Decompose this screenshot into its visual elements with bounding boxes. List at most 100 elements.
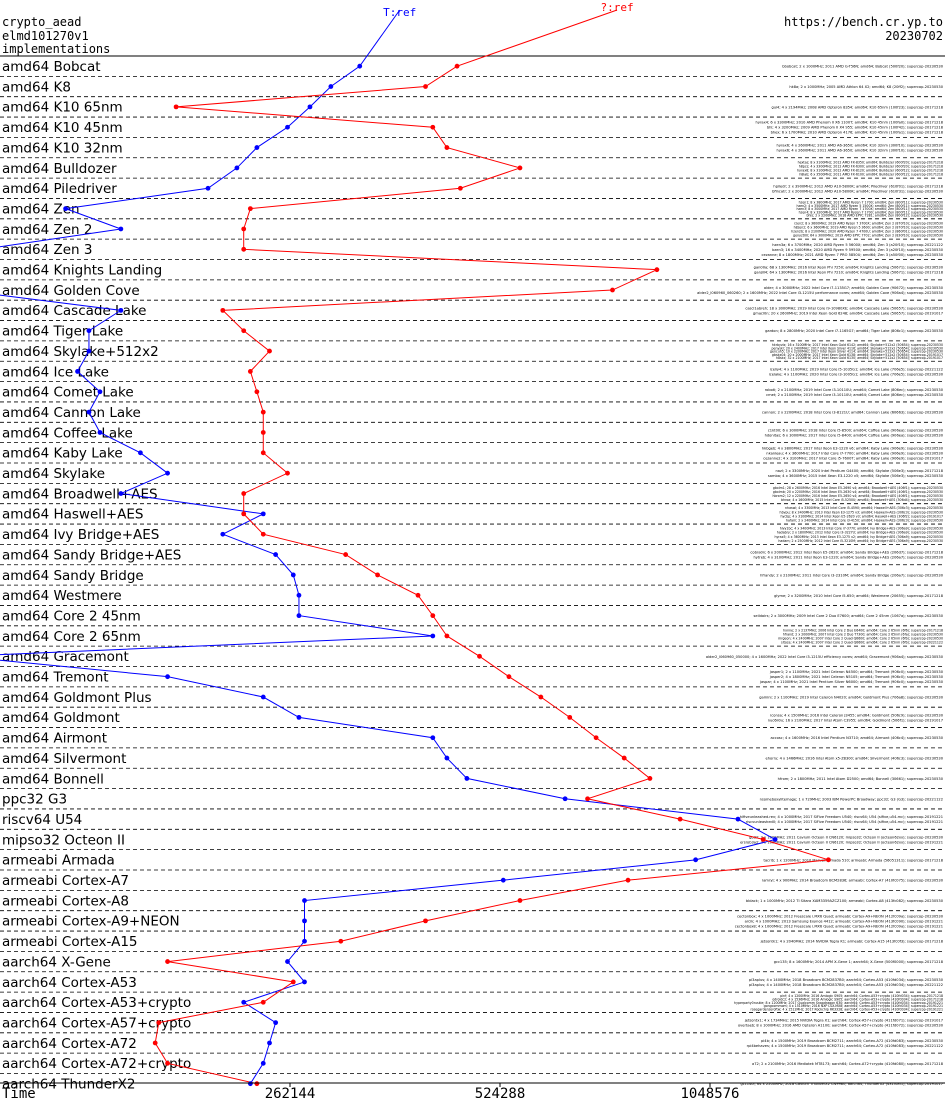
header-title: crypto_aead: [2, 15, 81, 29]
category-label: amd64 Westmere: [2, 588, 122, 604]
data-point-q-ref: [165, 959, 170, 964]
data-point-T-ref: [500, 877, 506, 883]
category-row: armeabi Cortex-A15 jetsontk1; 4 x 2040MHz…: [0, 934, 945, 952]
category-row: amd64 Piledriver hpiledr; 2 x 3900MHz; 20…: [0, 181, 945, 199]
header-site: https://bench.cr.yp.to: [784, 15, 943, 29]
category-label: armeabi Cortex-A9+NEON: [2, 914, 180, 930]
category-label: amd64 K8: [2, 79, 71, 95]
category-label: amd64 Bobcat: [2, 59, 101, 75]
data-point-T-ref: [260, 1060, 266, 1066]
data-point-q-ref: [647, 776, 653, 781]
data-point-T-ref: [254, 145, 260, 150]
machine-detail: pinf; 4 x 1200MHz; 2016 Amlogic S905; aa…: [780, 994, 943, 998]
machine-detail: iconsa; 4 x 1500MHz; 2016 Intel Celeron …: [770, 713, 943, 717]
data-point-T-ref: [296, 613, 302, 619]
machine-detail: gardon; 8 x 2800MHz; 2020 Intel Core i7-…: [765, 329, 944, 333]
machine-detail: pi3aplus; 4 x 1400MHz; 2018 Broadcom BCM…: [749, 983, 943, 987]
data-point-T-ref: [735, 816, 741, 822]
category-row: aarch64 Cortex-A53 pi3aplus; 4 x 1400MHz;…: [0, 975, 945, 993]
machine-detail: cmet; 2 x 2100MHz; 2019 Intel Core i3-10…: [766, 393, 944, 397]
machine-detail: alder2_l060960_050000; 4 x 1600MHz; 2022…: [706, 655, 944, 659]
category-label: ppc32 G3: [2, 792, 67, 808]
data-point-q-ref: [593, 735, 599, 741]
category-label: armeabi Armada: [2, 853, 115, 869]
header-date: 20230702: [885, 29, 943, 43]
data-point-q-ref: [567, 714, 573, 720]
machine-detail: cezanne2; 4 x 3100MHz; 2017 Intel Core i…: [763, 456, 943, 460]
category-label: amd64 Piledriver: [2, 181, 117, 197]
machine-detail: ganjill4; 64 x 1300MHz; 2016 Intel Xeon …: [754, 271, 944, 275]
category-row: amd64 Airmont accosc; 4 x 1600MHz; 2016 I…: [0, 731, 945, 749]
machine-detail: jasper1; 2 x 1100MHz; 2021 Intel Celeron…: [769, 670, 944, 674]
machine-detail: arcik; 4 x 1000MHz; 2013 Samsung Exynos …: [745, 919, 943, 923]
machine-detail: hzen2; 4 x 3500MHz; 2017 AMD Ryzen 5 150…: [796, 204, 943, 208]
machine-detail: cectonbox; 4 x 1000MHz; 2012 Freescale i…: [737, 914, 944, 918]
data-point-T-ref: [296, 714, 302, 720]
category-row: amd64 Tiger Lake gardon; 8 x 2800MHz; 202…: [0, 324, 945, 342]
machine-detail: hfrand; 2 x 2000MHz; 2007 Intel Core 2 D…: [783, 632, 943, 636]
machine-detail: hbrxm2; 12 x 2200MHz; 2016 Intel Xeon E5…: [773, 494, 944, 498]
machine-detail: ersrob3a2; 2 x 1000MHz; 2011 Cavium Octe…: [740, 840, 943, 844]
category-row: amd64 Golden Cove alder; 4 x 3000MHz; 202…: [0, 283, 945, 301]
data-point-q-ref: [241, 491, 247, 496]
category-label: amd64 Silvermont: [2, 751, 126, 767]
category-label: amd64 Zen 3: [2, 242, 92, 258]
category-label: riscv64 U54: [2, 812, 82, 828]
machine-detail: bblack; 1 x 1000MHz; 2012 TI Sitara XAM3…: [746, 899, 944, 903]
machine-detail: gbskx04; 20 x 2000MHz; 2017 Intel Xeon G…: [772, 353, 943, 357]
machine-detail: sltoca; 4 x 2400MHz; 2007 Intel Core 2 Q…: [781, 641, 943, 645]
x-axis-ticks: 262144 524288 1048576: [265, 1083, 740, 1102]
data-point-q-ref: [260, 999, 266, 1005]
machine-detail: gb32; 2 x 1000MHz; 2011 Cavium Octeon II…: [749, 835, 944, 839]
machine-detail: bhls; 2 x 2200MHz; 2018 AMD EPYC 7281; a…: [807, 214, 943, 218]
category-row: amd64 Bulldozer hextas; 8 x 3100MHz; 2012…: [0, 160, 945, 179]
machine-detail: gbxlmb; 20 x 2200MHz; 2016 Intel Xeon E5…: [773, 490, 943, 494]
machine-detail: mrgeon; 4 x 2400MHz; 2007 Intel Core 2 Q…: [778, 637, 943, 641]
machine-detail: jetsontx1; 4 x 1734MHz; 2015 NVIDIA Tegr…: [744, 1019, 943, 1023]
category-label: amd64 K10 32nm: [2, 140, 123, 156]
machine-detail: gan00a; 68 x 1300MHz; 2016 Intel Xeon Ph…: [754, 266, 944, 270]
machine-detail: hkbgeb; 4 x 3800MHz; 2017 Intel Xeon E3-…: [762, 446, 944, 450]
category-label: armeabi Cortex-A7: [2, 873, 129, 889]
machine-detail: hyperparty0ruskie; 8 x 1200MHz; 2017 Qua…: [734, 1001, 943, 1005]
series-label-q-ref: ?:ref: [600, 1, 633, 14]
machine-detail: hfrom; 2 x 1800MHz; 2011 Intel Atom D250…: [778, 777, 944, 781]
data-point-T-ref: [285, 124, 290, 130]
data-point-q-ref: [343, 552, 349, 557]
data-point-q-ref: [241, 226, 247, 232]
data-point-T-ref: [247, 1081, 253, 1087]
category-row: armeabi Cortex-A7 lamryl; 4 x 900MHz; 201…: [0, 873, 945, 891]
data-point-T-ref: [118, 307, 124, 313]
data-point-q-ref: [621, 755, 627, 761]
data-point-T-ref: [241, 999, 247, 1005]
category-row: armeabi Cortex-A9+NEON cectonbox; 4 x 100…: [0, 914, 945, 932]
machine-detail: bhroa; 4 x 1600MHz; 2015 Intel Core i5-5…: [781, 498, 943, 502]
category-label: aarch64 Cortex-A53+crypto: [2, 995, 191, 1011]
machine-detail: bfincatr; 2 x 2000MHz; 2012 AMD A10-5800…: [772, 189, 944, 193]
data-point-q-ref: [247, 369, 253, 374]
data-point-T-ref: [430, 735, 436, 741]
machine-detail: gui4; 4 x 2194MHz; 2008 AMD Opteron 8354…: [771, 105, 943, 109]
machine-detail: bzen3; 16 x 3400MHz; 2020 AMD Ryzen 9 59…: [772, 248, 944, 252]
data-point-q-ref: [477, 653, 482, 659]
category-label: amd64 Skylake: [2, 466, 105, 482]
data-point-q-ref: [254, 389, 260, 395]
data-point-T-ref: [165, 674, 170, 680]
category-label: amd64 Kaby Lake: [2, 446, 123, 462]
machine-detail: alder; 4 x 3000MHz; 2022 Intel Core i7-1…: [764, 286, 944, 290]
category-row: amd64 K10 65nm gui4; 4 x 2194MHz; 2008 AM…: [0, 100, 945, 118]
category-row: amd64 Sandy Bridge hfrandy; 2 x 2100MHz; …: [0, 568, 945, 586]
machine-detail: hycbp; 4 x 3100MHz; 2014 Intel Xeon E5-2…: [780, 514, 943, 518]
header-subtitle: implementations: [2, 42, 110, 56]
category-row: amd64 K10 32nm hyrax6; 4 x 2600MHz; 2011 …: [0, 140, 945, 159]
category-label: aarch64 Cortex-A57+crypto: [2, 1015, 191, 1031]
category-row: aarch64 Cortex-A72 pi4b; 4 x 1500MHz; 201…: [0, 1036, 945, 1054]
machine-detail: jetsontk1; 4 x 2040MHz; 2014 NVIDIA Tegr…: [760, 940, 944, 944]
category-label: amd64 Bonnell: [2, 771, 104, 787]
machine-detail: rpi4behaves; 4 x 1500MHz; 2019 Broadcom …: [747, 1044, 943, 1048]
machine-detail: hextas; 8 x 3100MHz; 2012 AMD FX-8350; a…: [798, 160, 943, 164]
category-row: amd64 Ivy Bridge+AES hivy1bc; 4 x 3400MHz…: [0, 527, 945, 545]
data-point-q-ref: [285, 470, 290, 476]
category-row: amd64 Zen hzen1; 8 x 3800MHz; 2017 AMD Ry…: [0, 201, 945, 220]
machine-detail: hxnne; 2 x 2137MHz; 2006 Intel Core 2 Du…: [783, 628, 943, 632]
